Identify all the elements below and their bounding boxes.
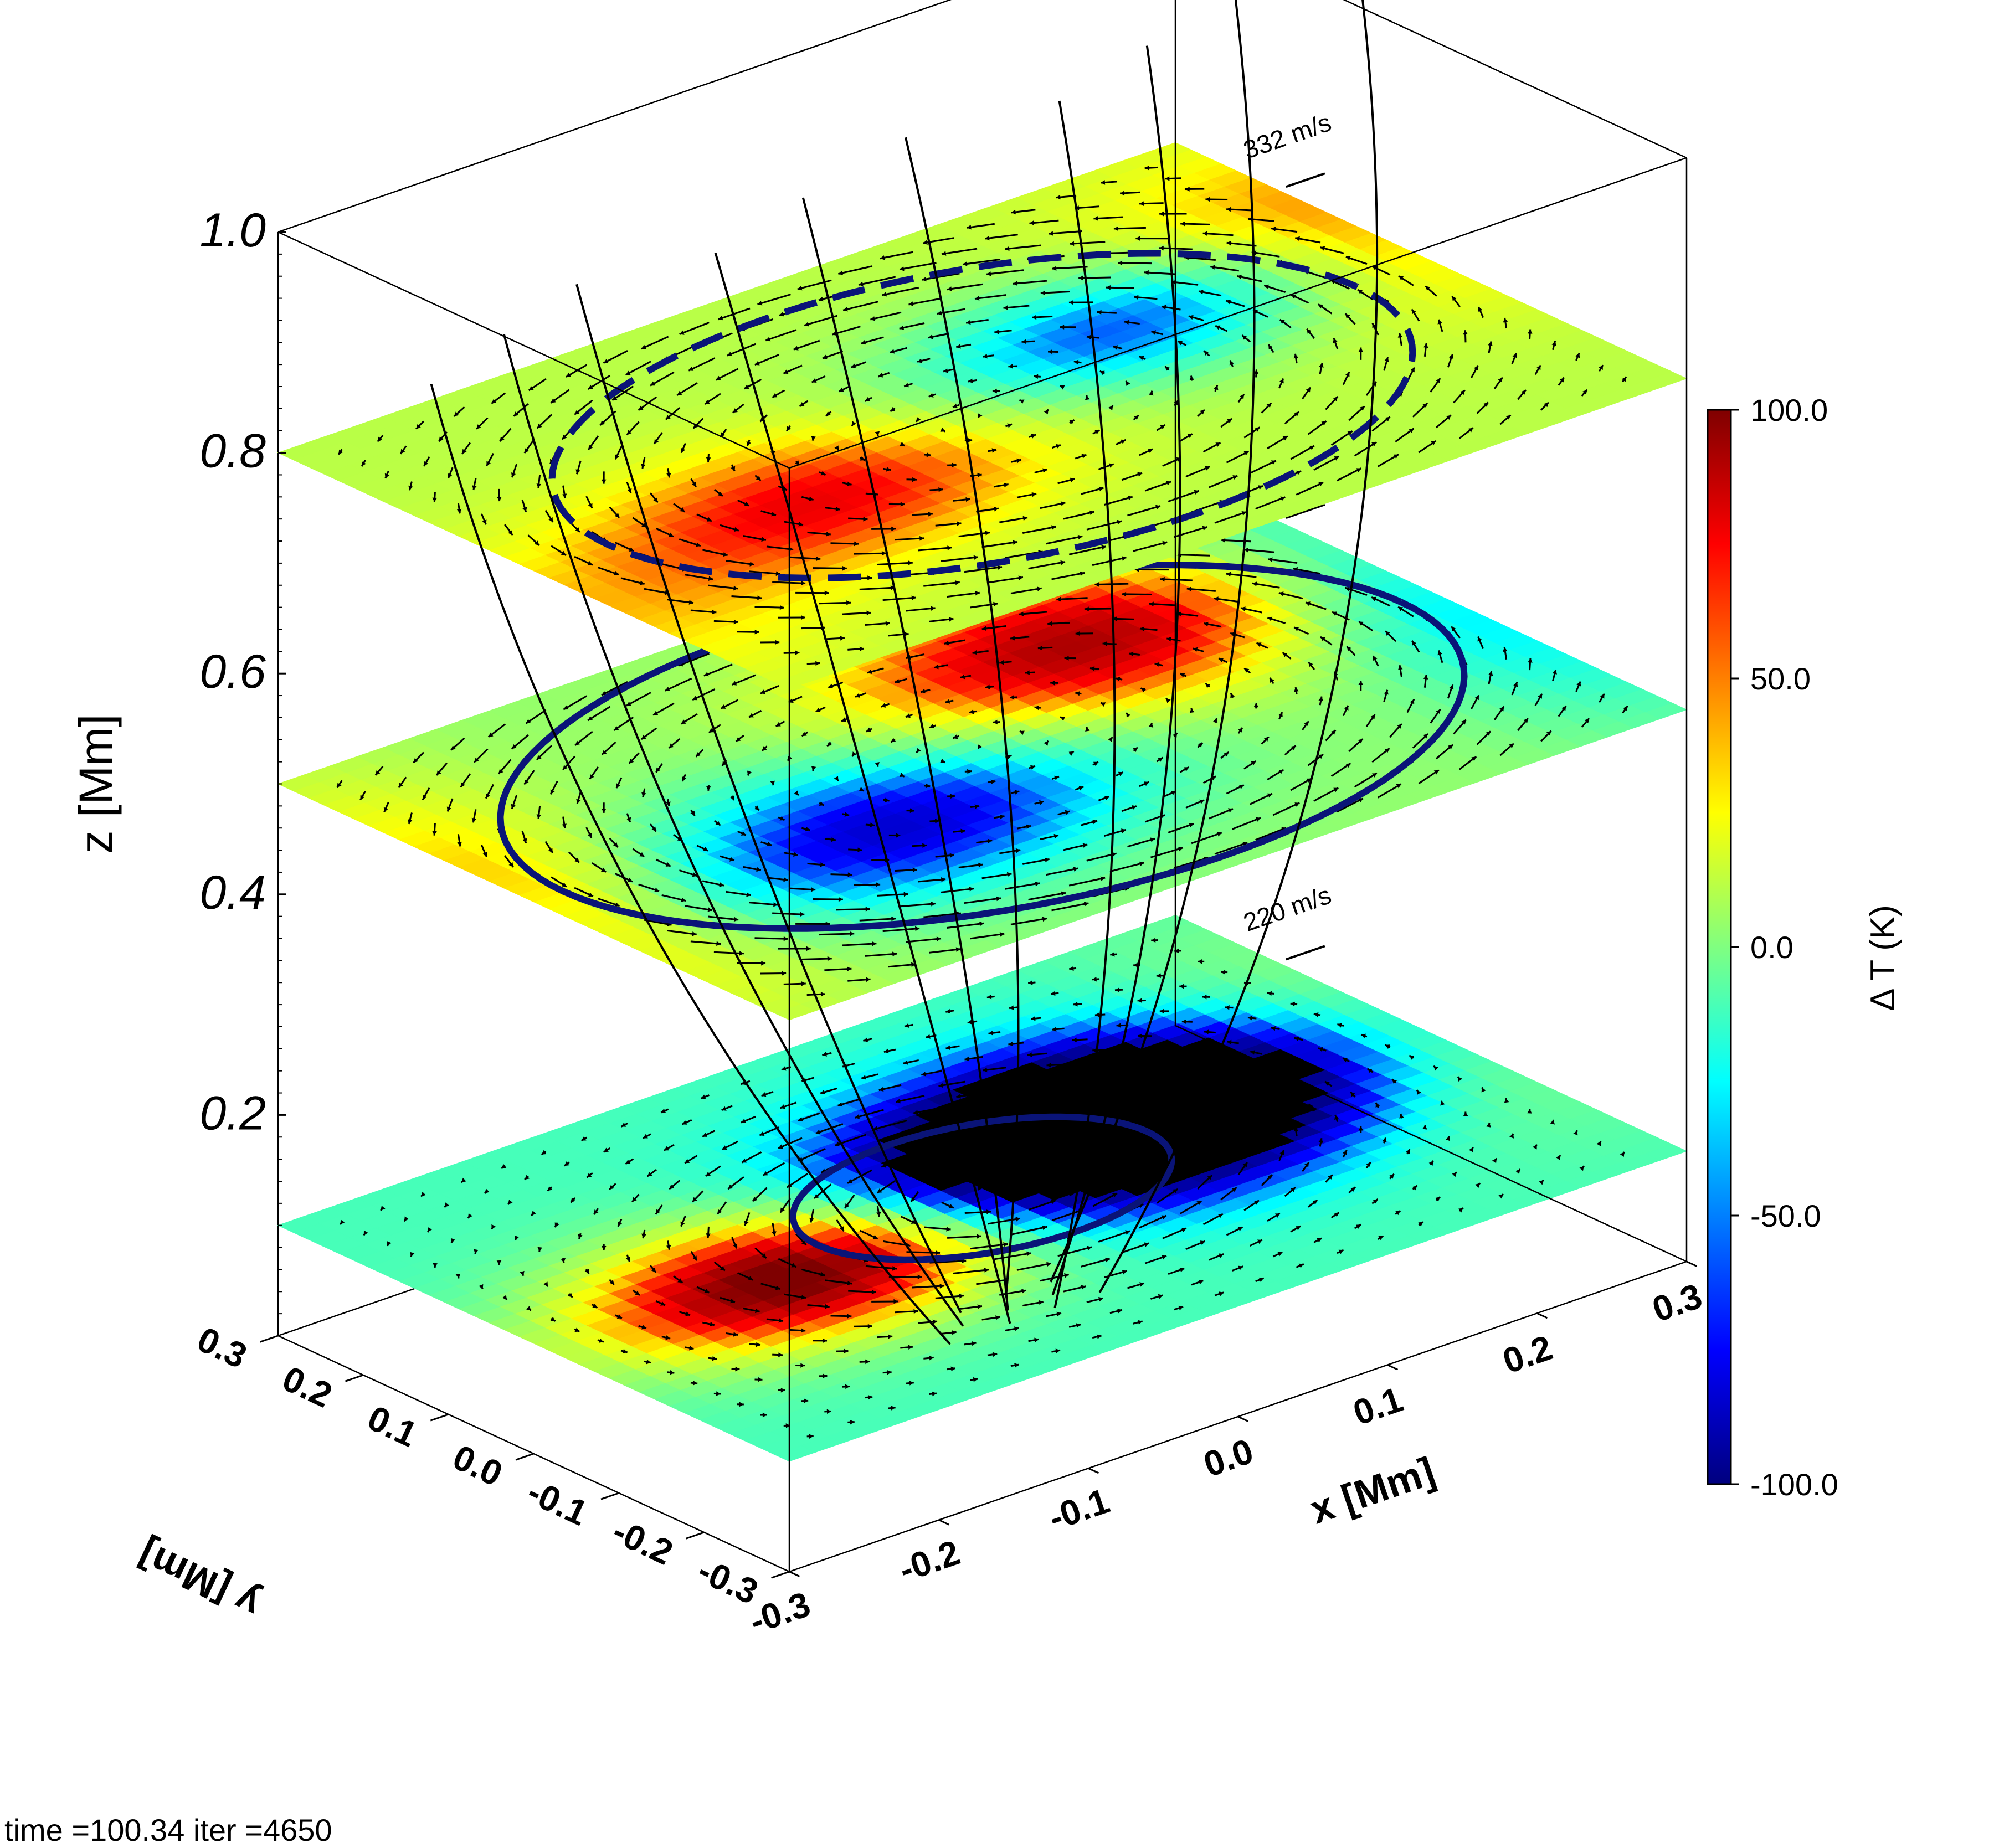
velocity-arrow bbox=[819, 934, 854, 935]
velocity-arrow bbox=[813, 899, 843, 900]
velocity-arrow bbox=[801, 959, 831, 960]
velocity-arrow bbox=[1176, 555, 1210, 556]
velocity-arrow bbox=[1122, 594, 1152, 595]
slice-z-0.8: 332 m/s bbox=[278, 107, 1687, 688]
velocity-reference-label: 220 m/s bbox=[1240, 880, 1335, 936]
velocity-reference-arrow bbox=[1286, 946, 1325, 959]
slice-z-0.1: 220 m/s bbox=[278, 880, 1687, 1461]
velocity-arrow bbox=[755, 938, 788, 939]
velocity-arrow bbox=[1025, 1124, 1058, 1125]
